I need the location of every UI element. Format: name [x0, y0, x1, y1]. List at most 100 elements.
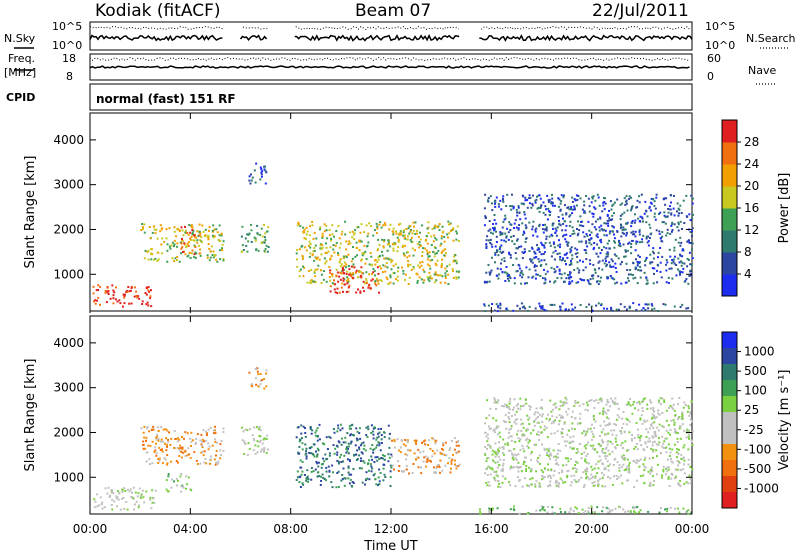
scatter-cell — [457, 465, 460, 467]
scatter-cell — [587, 476, 589, 479]
scatter-cell — [354, 453, 357, 456]
scatter-cell — [638, 220, 641, 223]
scatter-cell — [169, 247, 172, 250]
scatter-cell — [543, 467, 546, 470]
scatter-cell — [523, 213, 526, 216]
scatter-cell — [665, 446, 668, 449]
scatter-cell — [648, 205, 651, 208]
scatter-cell — [670, 477, 673, 480]
scatter-cell — [193, 239, 196, 242]
scatter-cell — [263, 224, 266, 226]
scatter-cell — [371, 278, 374, 281]
scatter-cell — [452, 239, 455, 242]
scatter-cell — [603, 208, 606, 211]
scatter-cell — [499, 231, 502, 234]
scatter-cell — [673, 249, 676, 252]
scatter-cell — [367, 425, 370, 428]
y-tick-label: 1000 — [53, 470, 84, 484]
scatter-cell — [520, 470, 523, 473]
scatter-cell — [641, 410, 644, 412]
scatter-cell — [585, 447, 587, 450]
scatter-cell — [365, 282, 368, 284]
scatter-cell — [651, 416, 654, 419]
scatter-cell — [425, 465, 427, 468]
scatter-cell — [298, 270, 301, 273]
scatter-cell — [360, 240, 363, 243]
scatter-cell — [167, 440, 170, 443]
scatter-cell — [692, 213, 694, 216]
scatter-cell — [201, 440, 204, 443]
scatter-cell — [321, 232, 324, 235]
scatter-cell — [222, 431, 225, 433]
scatter-cell — [444, 267, 447, 270]
scatter-cell — [658, 423, 661, 426]
scatter-cell — [589, 262, 592, 265]
scatter-cell — [349, 272, 352, 275]
scatter-cell — [452, 270, 454, 273]
scatter-cell — [565, 224, 568, 227]
scatter-cell — [527, 441, 530, 444]
scatter-cell — [570, 416, 573, 418]
scatter-cell — [343, 484, 346, 487]
scatter-cell — [608, 247, 611, 250]
scatter-cell — [690, 264, 693, 267]
scatter-cell — [645, 283, 648, 285]
scatter-cell — [220, 439, 223, 442]
scatter-cell — [365, 224, 368, 227]
scatter-cell — [319, 226, 322, 229]
scatter-cell — [652, 456, 654, 459]
scatter-cell — [608, 261, 611, 264]
scatter-cell — [583, 204, 586, 207]
scatter-cell — [645, 436, 648, 438]
scatter-cell — [505, 236, 508, 239]
scatter-cell — [540, 305, 543, 308]
scatter-cell — [143, 425, 146, 428]
scatter-cell — [506, 277, 509, 280]
scatter-cell — [529, 470, 532, 473]
scatter-cell — [531, 247, 534, 250]
scatter-cell — [606, 454, 609, 457]
scatter-cell — [547, 468, 550, 471]
scatter-cell — [418, 243, 421, 246]
scatter-cell — [260, 227, 263, 230]
scatter-cell — [538, 482, 541, 485]
scatter-cell — [605, 433, 608, 436]
scatter-cell — [148, 290, 151, 293]
scatter-cell — [433, 471, 436, 474]
scatter-cell — [579, 417, 582, 420]
scatter-cell — [599, 216, 602, 219]
scatter-cell — [373, 472, 376, 475]
scatter-cell — [691, 202, 694, 205]
scatter-cell — [530, 483, 533, 486]
scatter-cell — [414, 441, 417, 444]
scatter-cell — [529, 408, 531, 411]
colorbar-tick-label: -500 — [744, 462, 771, 476]
scatter-cell — [548, 235, 551, 238]
scatter-cell — [508, 418, 511, 420]
scatter-cell — [501, 197, 504, 200]
scatter-cell — [621, 447, 624, 449]
scatter-cell — [302, 275, 305, 278]
scatter-cell — [688, 433, 691, 436]
scatter-cell — [154, 232, 157, 235]
scatter-cell — [358, 427, 361, 430]
scatter-cell — [367, 428, 370, 431]
colorbar-tick-label: 24 — [744, 157, 759, 171]
scatter-cell — [430, 460, 432, 463]
scatter-cell — [414, 221, 417, 224]
scatter-cell — [637, 217, 640, 220]
scatter-cell — [660, 403, 662, 406]
scatter-cell — [362, 460, 365, 463]
scatter-cell — [671, 473, 674, 476]
scatter-cell — [539, 207, 542, 209]
scatter-cell — [691, 430, 694, 433]
scatter-cell — [177, 479, 179, 482]
scatter-cell — [538, 250, 541, 253]
scatter-cell — [689, 270, 692, 273]
scatter-cell — [332, 444, 335, 447]
scatter-cell — [489, 427, 492, 430]
scatter-cell — [411, 232, 414, 235]
scatter-cell — [598, 226, 601, 229]
scatter-cell — [349, 478, 352, 481]
